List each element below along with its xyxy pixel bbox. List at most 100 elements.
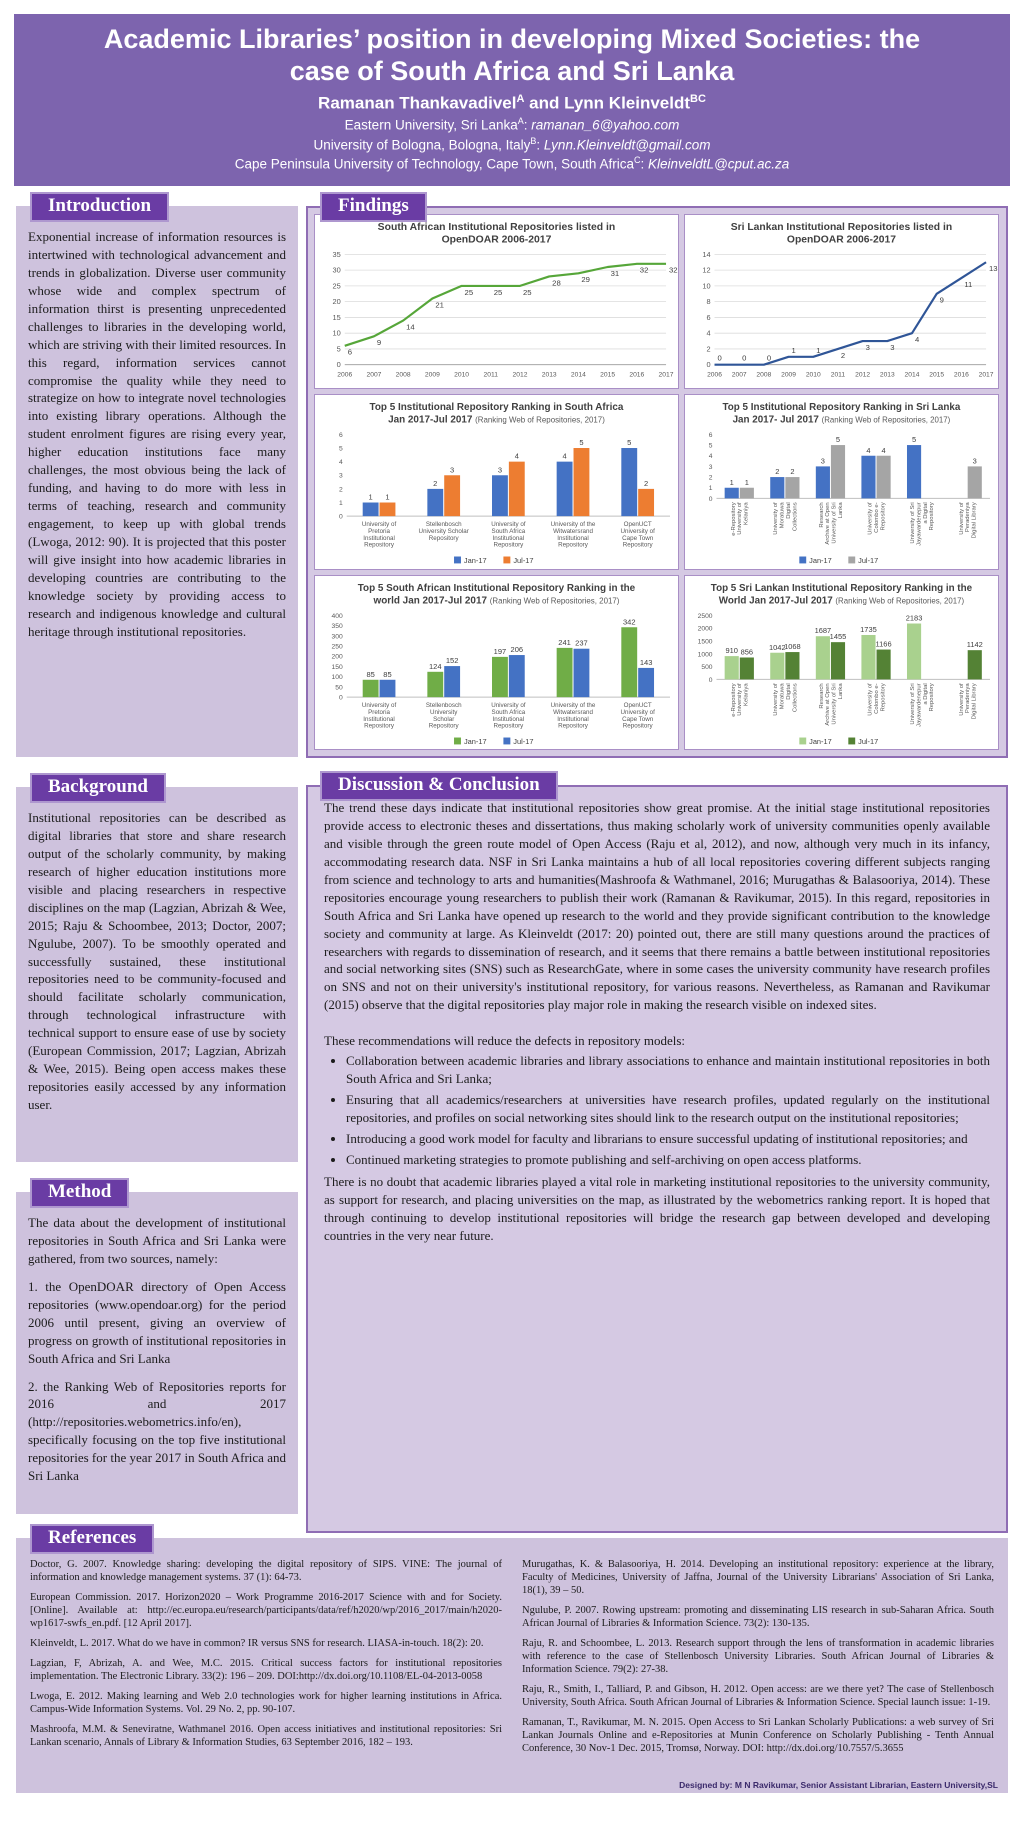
data-label: 1 xyxy=(730,478,734,487)
chart-card-sa-world-ranking: Top 5 South African Institutional Reposi… xyxy=(314,574,679,750)
section-method: Method The data about the development of… xyxy=(16,1178,298,1514)
category-label: Archive at Open xyxy=(825,503,831,545)
chart-card-sl-opendoar: Sri Lankan Institutional Repositories li… xyxy=(683,214,999,390)
poster-header: Academic Libraries’ position in developi… xyxy=(14,14,1010,186)
x-tick-label: 2006 xyxy=(337,372,352,379)
reference-item: Ngulube, P. 2007. Rowing upstream: promo… xyxy=(522,1605,994,1630)
data-label: 5 xyxy=(836,435,840,444)
discussion-bullet-2: Ensuring that all academics/researchers … xyxy=(346,1091,990,1127)
legend-label: Jan-17 xyxy=(809,556,832,565)
references-left-column: Doctor, G. 2007. Knowledge sharing: deve… xyxy=(30,1558,502,1762)
chart-card-sl-world-ranking: Top 5 Sri Lankan Institutional Repositor… xyxy=(683,574,999,750)
category-label: Digital xyxy=(786,683,792,699)
data-label: 1 xyxy=(816,346,820,355)
chart-title: Top 5 Institutional Repository Ranking i… xyxy=(370,402,624,413)
bar xyxy=(362,679,379,697)
y-tick-label: 1 xyxy=(709,486,713,493)
category-label: University of xyxy=(491,702,526,709)
category-label: Institutional xyxy=(363,715,395,722)
affiliation-2-text: University of Bologna, Bologna, Italy xyxy=(313,137,531,153)
bar xyxy=(739,657,754,680)
y-tick-label: 5 xyxy=(337,344,341,353)
chart-title: OpenDOAR 2006-2017 xyxy=(442,235,552,246)
y-tick-label: 30 xyxy=(333,266,341,275)
category-label: University of xyxy=(362,521,397,528)
category-label: Repository xyxy=(429,722,460,729)
x-tick-label: 2017 xyxy=(659,372,674,379)
category-label: e-Repository xyxy=(731,503,737,536)
data-label: 0 xyxy=(717,354,721,363)
y-tick-label: 300 xyxy=(332,633,344,640)
method-intro-text: The data about the development of instit… xyxy=(28,1215,286,1266)
y-tick-label: 8 xyxy=(706,297,710,306)
x-tick-label: 2016 xyxy=(954,372,969,379)
chart-sa-world-ranking-bars: Top 5 South African Institutional Reposi… xyxy=(332,582,671,746)
chart-title: Top 5 Sri Lankan Institutional Repositor… xyxy=(711,582,973,593)
data-label: 2 xyxy=(775,467,779,476)
background-heading: Background xyxy=(30,773,166,803)
y-tick-label: 400 xyxy=(332,613,344,620)
y-tick-label: 2000 xyxy=(698,625,713,632)
affiliation-3: Cape Peninsula University of Technology,… xyxy=(14,155,1010,172)
background-box: Institutional repositories can be descri… xyxy=(16,787,298,1162)
x-tick-label: 2011 xyxy=(831,372,846,379)
data-label: 1 xyxy=(745,478,749,487)
reference-item: Mashroofa, M.M. & Seneviratne, Wathmanel… xyxy=(30,1724,502,1749)
affiliation-3-sep: : xyxy=(640,156,648,172)
y-tick-label: 6 xyxy=(339,432,343,439)
y-tick-label: 4 xyxy=(706,329,710,338)
data-label: 143 xyxy=(640,658,653,667)
chart-title: Sri Lankan Institutional Repositories li… xyxy=(731,222,952,233)
poster-authors: Ramanan ThankavadivelA and Lynn Kleinvel… xyxy=(14,93,1010,114)
category-label: South Africa xyxy=(492,528,526,535)
category-label: Repository xyxy=(880,503,886,531)
category-label: University of xyxy=(773,502,779,535)
x-tick-label: 2014 xyxy=(904,372,919,379)
category-label: University of xyxy=(491,521,526,528)
reference-item: Lwoga, E. 2012. Making learning and Web … xyxy=(30,1691,502,1716)
y-tick-label: 5 xyxy=(709,443,713,450)
discussion-bullet-4: Continued marketing strategies to promot… xyxy=(346,1151,990,1169)
findings-panel: South African Institutional Repositories… xyxy=(306,206,1008,758)
discussion-bullet-3: Introducing a good work model for facult… xyxy=(346,1130,990,1148)
y-tick-label: 2500 xyxy=(698,613,713,620)
x-tick-label: 2007 xyxy=(732,372,747,379)
references-right-column: Murugathas, K. & Balasooriya, H. 2014. D… xyxy=(522,1558,994,1762)
section-references: References Doctor, G. 2007. Knowledge sh… xyxy=(16,1524,1008,1793)
data-label: 85 xyxy=(366,669,374,678)
bar xyxy=(573,448,590,517)
chart-card-sa-top5-ranking: Top 5 Institutional Repository Ranking i… xyxy=(314,394,679,570)
y-tick-label: 6 xyxy=(706,313,710,322)
legend-label: Jan-17 xyxy=(464,737,487,746)
data-label: 25 xyxy=(465,288,474,297)
bar xyxy=(638,489,655,517)
category-label: Repository xyxy=(929,683,935,711)
bar xyxy=(830,445,846,499)
data-label: 1142 xyxy=(967,640,983,649)
data-label: 3 xyxy=(890,343,894,352)
data-label: 1166 xyxy=(875,639,891,648)
x-tick-label: 2010 xyxy=(454,372,469,379)
chart-card-sl-top5-ranking: Top 5 Institutional Repository Ranking i… xyxy=(683,394,999,570)
y-tick-label: 0 xyxy=(709,496,713,503)
category-label: Collections xyxy=(792,683,798,712)
section-introduction: Introduction Exponential increase of inf… xyxy=(16,192,298,757)
designer-credit: Designed by: M N Ravikumar, Senior Assis… xyxy=(679,1780,998,1790)
authors-joiner: and xyxy=(524,93,565,113)
category-label: Scholar xyxy=(433,715,454,722)
bar xyxy=(508,461,525,517)
affiliation-3-text: Cape Peninsula University of Technology,… xyxy=(234,156,634,172)
references-box: Doctor, G. 2007. Knowledge sharing: deve… xyxy=(16,1538,1008,1793)
chart-sa-top5-ranking-bars: Top 5 Institutional Repository Ranking i… xyxy=(339,402,671,565)
x-tick-label: 2015 xyxy=(600,372,615,379)
x-tick-label: 2011 xyxy=(484,372,499,379)
data-label: 124 xyxy=(429,662,442,671)
bar xyxy=(876,649,891,680)
y-tick-label: 350 xyxy=(332,623,344,630)
chart-subtitle: Jan 2017-Jul 2017 (Ranking Web of Reposi… xyxy=(388,415,605,426)
data-label: 5 xyxy=(627,438,631,447)
findings-heading: Findings xyxy=(320,192,427,222)
y-tick-label: 250 xyxy=(332,643,344,650)
category-label: Pretoria xyxy=(368,528,390,535)
data-label: 5 xyxy=(579,438,583,447)
